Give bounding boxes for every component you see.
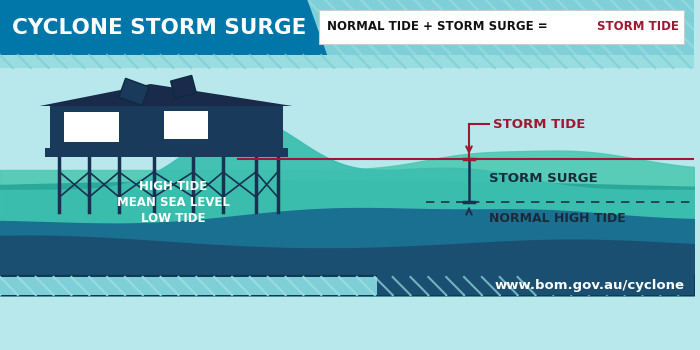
- Text: STORM TIDE: STORM TIDE: [493, 118, 585, 131]
- Bar: [0, 277, 694, 295]
- Bar: [0, 55, 694, 295]
- Text: NORMAL HIGH TIDE: NORMAL HIGH TIDE: [489, 211, 626, 224]
- Text: NORMAL TIDE + STORM SURGE =: NORMAL TIDE + STORM SURGE =: [327, 21, 552, 34]
- Bar: [0, 55, 694, 68]
- Text: STORM SURGE: STORM SURGE: [489, 172, 598, 185]
- Polygon shape: [119, 78, 149, 106]
- Bar: [45, 148, 288, 157]
- Bar: [50, 106, 283, 148]
- Bar: [0, 277, 694, 295]
- Polygon shape: [40, 84, 293, 106]
- Bar: [307, 0, 694, 55]
- Bar: [64, 112, 119, 142]
- Text: HIGH TIDE: HIGH TIDE: [139, 181, 208, 194]
- Polygon shape: [171, 76, 196, 99]
- Text: STORM TIDE: STORM TIDE: [597, 21, 679, 34]
- Text: www.bom.gov.au/cyclone: www.bom.gov.au/cyclone: [494, 280, 684, 293]
- Polygon shape: [0, 277, 377, 295]
- Text: CYCLONE STORM SURGE: CYCLONE STORM SURGE: [12, 18, 307, 38]
- Bar: [164, 111, 208, 139]
- Text: MEAN SEA LEVEL: MEAN SEA LEVEL: [117, 196, 230, 209]
- Text: LOW TIDE: LOW TIDE: [141, 211, 206, 224]
- Polygon shape: [0, 0, 327, 55]
- FancyBboxPatch shape: [319, 10, 684, 44]
- Bar: [377, 270, 694, 295]
